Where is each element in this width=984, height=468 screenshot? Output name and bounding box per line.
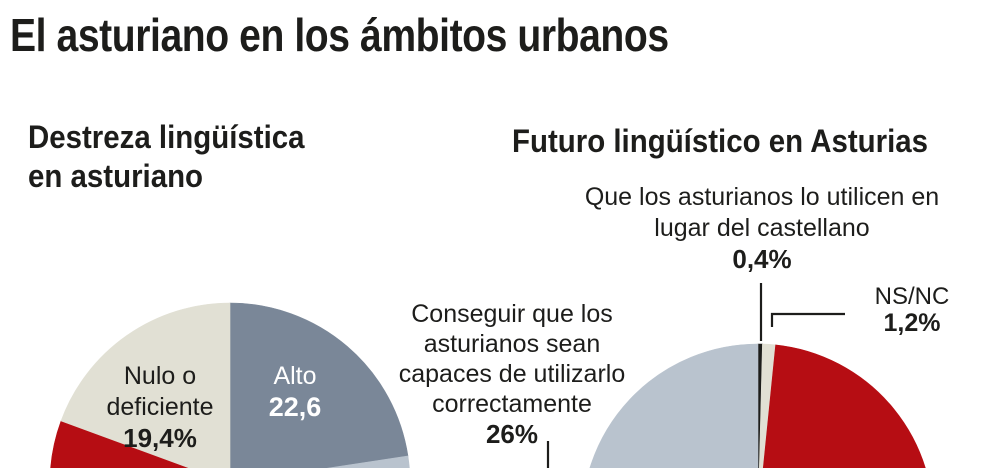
conseguir-annotation-line1: Conseguir que los [411, 300, 613, 328]
conseguir-annotation: Conseguir que los asturianos sean capace… [392, 299, 632, 449]
pie-segment [229, 302, 409, 468]
pie-segment [60, 302, 231, 468]
conseguir-annotation-line3: capaces de utilizarlo [398, 360, 626, 388]
nulo-slice-label: Nulo o deficiente 19,4% [75, 361, 245, 454]
nsnc-value: 1,2% [883, 309, 941, 337]
nulo-slice-label-line2: deficiente [106, 393, 214, 421]
futuro-pie-chart [589, 343, 926, 468]
page-title: El asturiano en los ámbitos urbanos [10, 9, 669, 61]
nsnc-leader-line [770, 312, 845, 327]
castellano-annotation: Que los asturianos lo utilicen en lugar … [552, 182, 972, 275]
alto-slice-value: 22,6 [268, 392, 322, 422]
destreza-chart-title-line1: Destreza lingüística [28, 119, 305, 155]
conseguir-value: 26% [485, 419, 539, 449]
destreza-chart-title: Destreza lingüística en asturiano [28, 118, 305, 196]
castellano-value: 0,4% [732, 244, 792, 274]
castellano-annotation-line2: lugar del castellano [654, 214, 870, 242]
pie-segment [762, 344, 926, 468]
nsnc-label: NS/NC [874, 283, 950, 310]
alto-slice-label: Alto 22,6 [245, 361, 345, 423]
pie-segment [50, 420, 191, 468]
alto-slice-label-text: Alto [273, 362, 317, 390]
pie-segment [326, 455, 410, 468]
nulo-slice-label-line1: Nulo o [123, 362, 197, 390]
nulo-slice-value: 19,4% [123, 423, 197, 453]
conseguir-annotation-line2: asturianos sean [423, 330, 601, 358]
nsnc-annotation: NS/NC 1,2% [862, 283, 962, 337]
pie-segment [589, 343, 759, 468]
futuro-chart-title: Futuro lingüístico en Asturias [512, 123, 928, 159]
destreza-pie-chart [50, 302, 410, 468]
conseguir-annotation-line4: correctamente [432, 390, 592, 418]
destreza-chart-title-line2: en asturiano [28, 158, 204, 195]
castellano-annotation-line1: Que los asturianos lo utilicen en [584, 183, 940, 211]
